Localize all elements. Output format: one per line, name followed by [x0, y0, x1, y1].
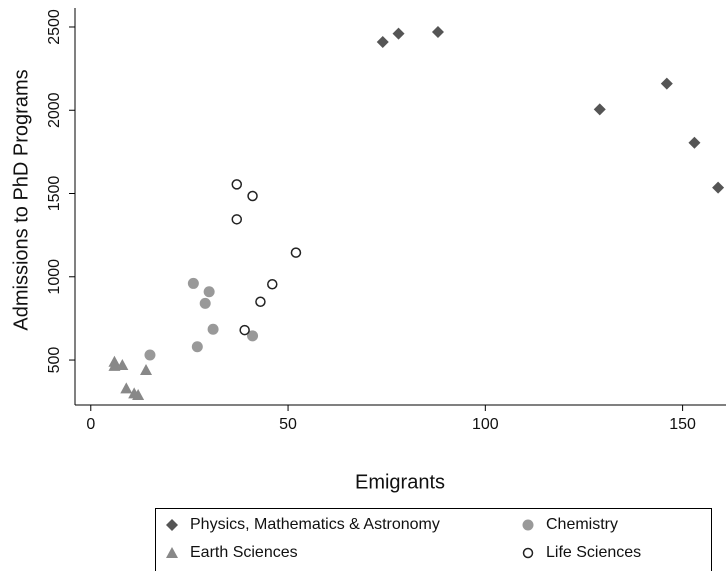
- legend-marker: [166, 519, 178, 531]
- point: [191, 341, 203, 353]
- y-tick-label: 500: [46, 347, 63, 374]
- point: [116, 359, 129, 371]
- point: [140, 364, 153, 376]
- point: [132, 389, 145, 401]
- legend-label: Physics, Mathematics & Astronomy: [190, 516, 440, 533]
- legend-label: Life Sciences: [546, 544, 641, 561]
- point: [376, 35, 389, 48]
- x-tick-label: 50: [279, 416, 297, 433]
- point: [231, 179, 243, 190]
- y-tick-label: 1000: [46, 259, 63, 295]
- legend-marker: [522, 519, 534, 531]
- point: [144, 349, 156, 361]
- point: [247, 330, 259, 342]
- point: [231, 214, 243, 225]
- y-tick-label: 1500: [46, 176, 63, 212]
- legend-box: [155, 508, 712, 571]
- point: [120, 382, 133, 394]
- y-tick-label: 2500: [46, 9, 63, 45]
- legend-marker: [166, 547, 178, 558]
- point: [660, 77, 673, 90]
- point: [593, 103, 606, 116]
- point: [207, 323, 219, 335]
- point: [431, 25, 444, 38]
- point: [199, 297, 211, 309]
- x-tick-label: 150: [669, 416, 696, 433]
- legend-label: Earth Sciences: [190, 544, 298, 561]
- x-tick-label: 0: [86, 416, 95, 433]
- point: [392, 27, 405, 40]
- point: [247, 190, 258, 202]
- legend-marker: [522, 547, 534, 559]
- y-tick-label: 2000: [46, 92, 63, 128]
- x-tick-label: 100: [472, 416, 499, 433]
- point: [108, 359, 121, 371]
- point: [712, 181, 725, 194]
- point: [255, 296, 266, 308]
- point: [688, 136, 701, 149]
- y-axis-label: Admissions to PhD Programs: [10, 69, 32, 330]
- x-axis-label: Emigrants: [355, 471, 445, 493]
- point: [187, 277, 199, 289]
- point: [239, 324, 250, 336]
- legend-label: Chemistry: [546, 516, 618, 533]
- point: [203, 286, 215, 298]
- point: [267, 279, 278, 290]
- point: [290, 247, 302, 258]
